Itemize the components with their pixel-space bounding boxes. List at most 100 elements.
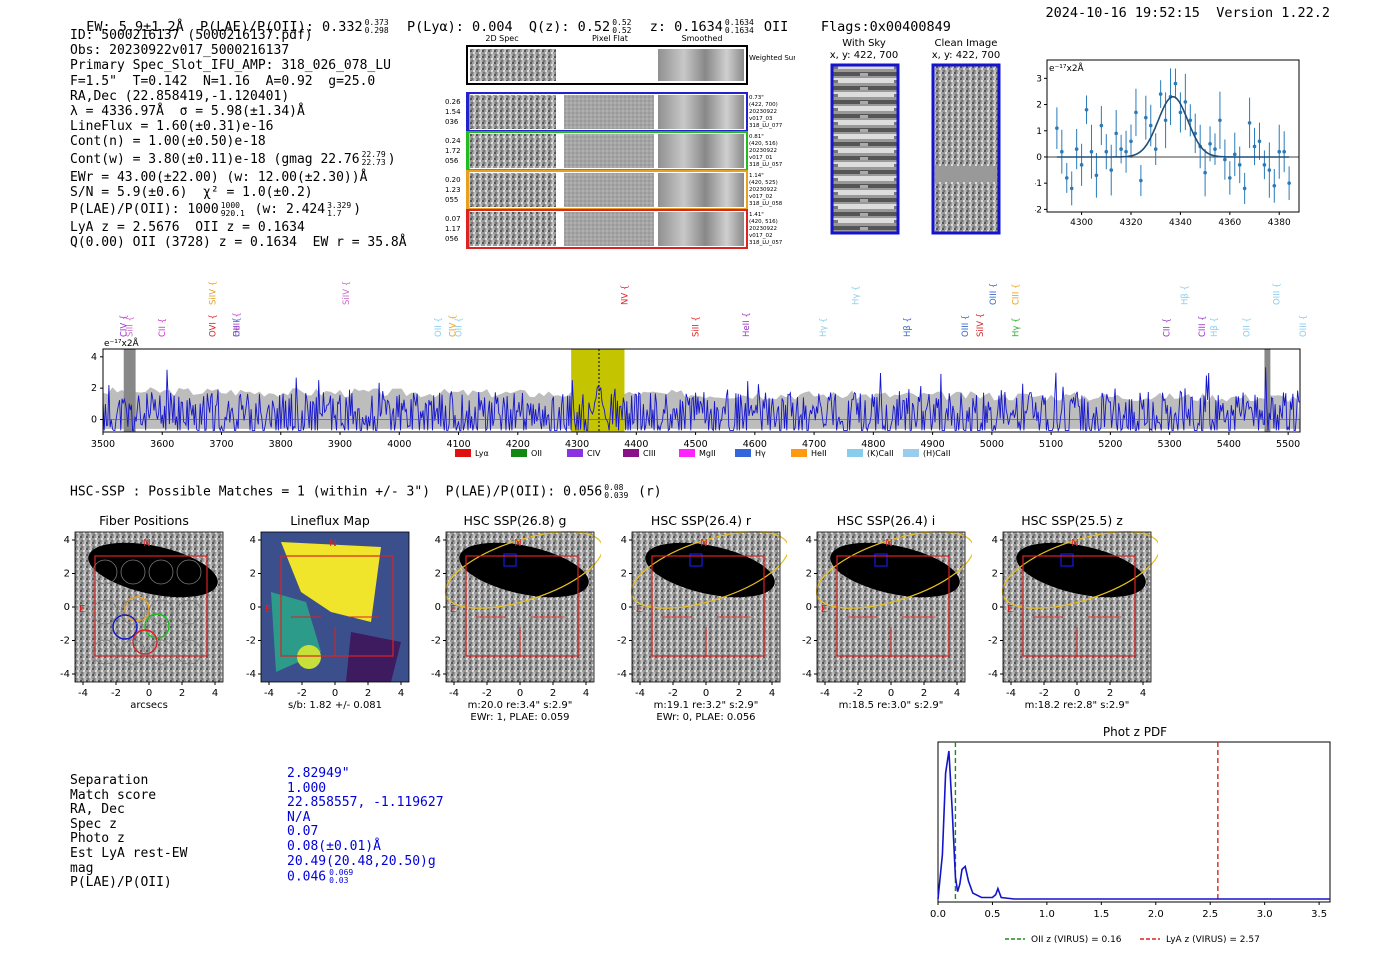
header-flags: Flags:0x00400849 — [820, 19, 951, 35]
compass-east: E — [265, 604, 271, 615]
cutout-row-right-label: 318_LU_057 — [749, 240, 783, 246]
hsc-ytick-label: 2 — [249, 569, 255, 580]
info-plae-w-sup: 3.329 — [327, 200, 352, 210]
hsc-caption: m:18.2 re:2.8" s:2.9" — [1024, 700, 1129, 711]
spectrum-line-marker: OVI { — [209, 314, 219, 337]
spectrum-xtick-label: 3600 — [150, 439, 174, 450]
spectrum-xtick-label: 4000 — [387, 439, 411, 450]
info-ewr: EWr = 43.00(±22.00) (w: 12.00(±2.30))Å — [70, 169, 368, 185]
hsc-panel-title: HSC SSP(26.8) g — [464, 513, 567, 528]
spectrum-legend-label: MgII — [699, 449, 716, 458]
cutout-row-right-label: 318_LU_057 — [749, 162, 783, 168]
hsc-ytick-label: 0 — [806, 602, 812, 613]
hsc-ytick-label: 0 — [435, 602, 441, 613]
cutout-row-color-bar — [467, 171, 470, 209]
hsc-ytick-label: 2 — [64, 569, 70, 580]
zoom-fit-curve — [1056, 95, 1290, 158]
spectrum-ytick-label: 2 — [91, 383, 97, 394]
zoom-point — [1277, 149, 1282, 154]
hsc-ytick-label: 4 — [64, 535, 70, 546]
weighted-sum-label: Weighted Sum — [749, 54, 795, 62]
hsc-ytick-label: -2 — [617, 636, 627, 647]
zoom-point — [1104, 149, 1109, 154]
match-label: Est LyA rest-EW — [70, 845, 188, 861]
hsc-xtick-label: 4 — [1139, 688, 1145, 699]
info-plae-sup: 1000 — [220, 200, 240, 210]
hsc-xtick-label: 0 — [702, 688, 708, 699]
compass-east: E — [1007, 604, 1013, 615]
spectrum-line-marker: Hβ { — [903, 317, 913, 337]
hsc-xtick-label: 0 — [517, 688, 523, 699]
hsc-ytick-label: 2 — [991, 569, 997, 580]
with-sky-image — [830, 63, 900, 235]
zoom-point — [1252, 144, 1257, 149]
hsc-xtick-label: 0 — [146, 688, 152, 699]
zoom-point — [1242, 186, 1247, 191]
spectrum-xtick-label: 4600 — [743, 439, 767, 450]
info-plae-w: (w: 2.424 — [254, 202, 326, 218]
header-timestamp: 2024-10-16 19:52:15 — [1045, 5, 1200, 21]
sky-panel: With Sky x, y: 422, 700 Clean Image x, y… — [830, 38, 1001, 235]
match-label: Separation — [70, 773, 149, 788]
match-value: N/A — [287, 809, 311, 825]
cutout-2dspec — [470, 134, 556, 168]
cutout-row-right-label: v017_01 — [749, 155, 773, 161]
header-z-line: OII — [763, 19, 789, 35]
with-sky-title: With Sky — [842, 38, 886, 49]
spectrum-line-marker: CIII { — [1198, 315, 1208, 337]
hsc-caption-2: EWr: 1, PLAE: 0.059 — [470, 712, 569, 723]
zoom-ytick-label: 1 — [1036, 127, 1042, 137]
match-label: mag — [70, 860, 94, 876]
hsc-ytick-label: -4 — [617, 669, 627, 680]
cutout-row-left-label: 1.54 — [445, 108, 461, 116]
zoom-point — [1173, 81, 1178, 86]
compass-east: E — [450, 604, 456, 615]
cutout-smoothed — [658, 212, 744, 246]
fiber-circle-outline — [148, 639, 174, 665]
compass-east: E — [636, 604, 642, 615]
hsc-panel: HSC SSP(25.5) z N E -4 -4 -2 -2 0 0 2 2 4 4 m:18.2 re… — [988, 513, 1158, 711]
cutout-row-right-label: (422, 700) — [749, 102, 778, 108]
hsc-xtick-label: 4 — [954, 688, 960, 699]
zoom-xtick-label: 4340 — [1169, 218, 1192, 228]
zoom-point — [1060, 149, 1064, 154]
spectrum-masked-region — [123, 349, 136, 432]
cutout-row-left-label: 0.24 — [445, 137, 461, 145]
spectrum-xtick-label: 5400 — [1217, 439, 1241, 450]
zoom-point — [1232, 152, 1237, 157]
hsc-ytick-label: 2 — [435, 569, 441, 580]
cutout-2dspec — [470, 212, 556, 246]
spectrum-legend-label: CIII — [643, 449, 656, 458]
photz-chart: Phot z PDF 0.0 0.5 1.0 1.5 2.0 2.5 3.0 3.5 OII … — [930, 725, 1331, 945]
photz-curve — [937, 750, 1330, 900]
match-value: 0.08(±0.01)Å — [287, 838, 381, 854]
clean-image-mask — [935, 166, 997, 182]
spectrum-xtick-label: 4500 — [683, 439, 707, 450]
hsc-ytick-label: 0 — [991, 602, 997, 613]
spectrum-legend-label: OII — [531, 449, 542, 458]
cutout-row-left-label: 056 — [445, 235, 459, 243]
info-line: Cont(n) = 1.00(±0.50)e-18 — [70, 134, 266, 150]
zoom-point — [1178, 110, 1183, 115]
compass-north: N — [514, 538, 521, 549]
cutout-row-right-label: 318_LU_058 — [749, 201, 783, 207]
zoom-point — [1114, 131, 1118, 136]
spectrum-line-marker: OII { — [455, 317, 465, 337]
header-qz-sup: 0.52 — [612, 18, 632, 27]
zoom-point — [1124, 149, 1128, 154]
spectrum-legend-swatch — [455, 449, 471, 457]
spectrum-xtick-label: 3700 — [209, 439, 233, 450]
zoom-chart-frame — [1046, 59, 1300, 213]
cutout-row-color-bar — [467, 132, 470, 170]
clean-image-coords: x, y: 422, 700 — [932, 50, 1001, 61]
cutout-row-left-label: 0.07 — [445, 215, 461, 223]
spectrum-line-marker: CIV { — [449, 315, 459, 337]
info-contw: Cont(w) = 3.80(±0.11)e-18 (gmag 22.76 — [70, 151, 360, 167]
match-value: 22.858557, -1.119627 — [287, 795, 444, 811]
zoom-xtick-label: 4380 — [1268, 218, 1291, 228]
spectrum-xtick-label: 5300 — [1158, 439, 1182, 450]
match-plae-sup: 0.069 — [329, 868, 354, 878]
hsc-panel-title: HSC SSP(26.4) i — [837, 513, 935, 528]
zoom-point — [1084, 107, 1089, 112]
hsc-caption: m:19.1 re:3.2" s:2.9" — [653, 700, 758, 711]
